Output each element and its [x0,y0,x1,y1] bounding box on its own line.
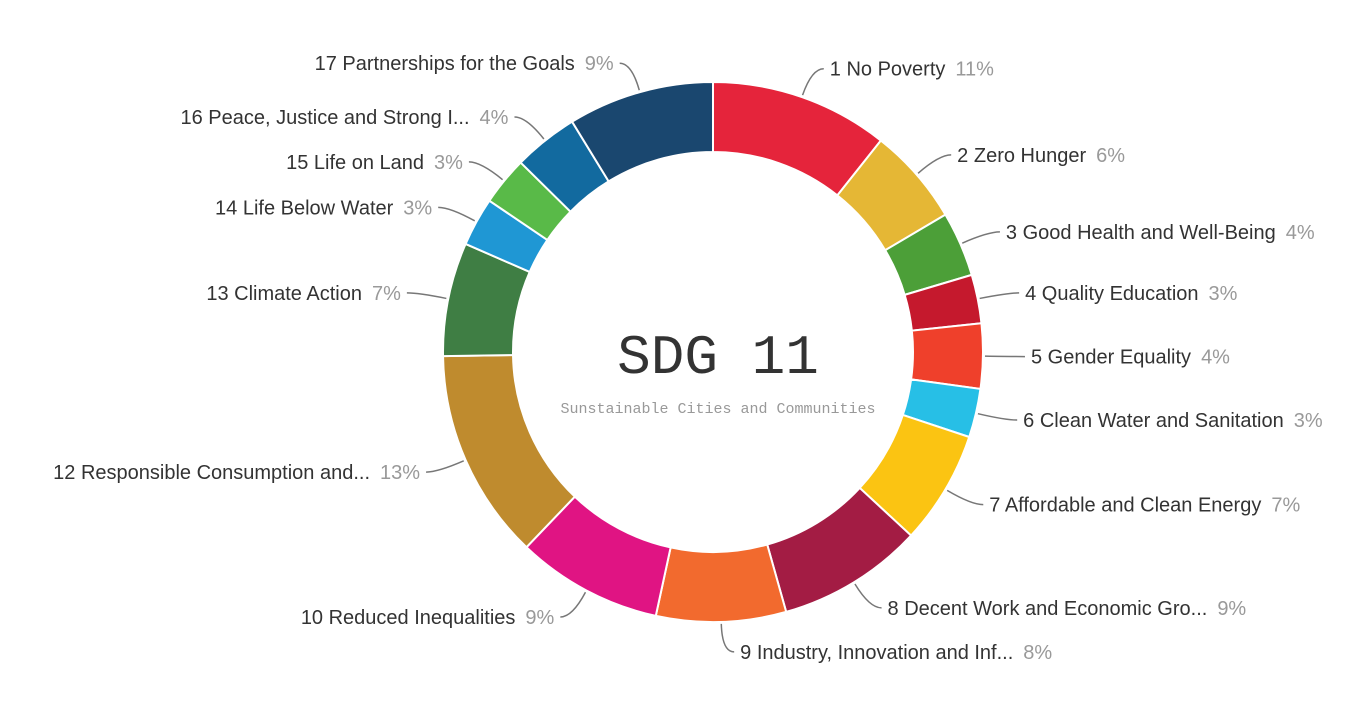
slice-label-percent: 9% [585,53,614,75]
slice-label: 8 Decent Work and Economic Gro... 9% [888,598,1247,620]
slice-12-responsible-consumption-and[interactable] [442,354,577,549]
slice-label: 5 Gender Equality 4% [1031,347,1230,369]
slice-label-name: 4 Quality Education [1025,283,1198,305]
slice-label-percent: 3% [434,152,463,174]
slice-label-name: 1 No Poverty [830,59,946,81]
slice-label-percent: 8% [1023,642,1052,664]
slice-label-percent: 9% [1217,598,1246,620]
slice-label-name: 3 Good Health and Well-Being [1006,222,1276,244]
slice-5-gender-equality[interactable] [909,322,984,391]
slice-label-percent: 3% [403,197,432,219]
donut-slices [442,80,984,623]
slice-label-name: 6 Clean Water and Sanitation [1023,410,1284,432]
leader-line [917,154,952,174]
slice-label-name: 16 Peace, Justice and Strong I... [180,107,469,129]
slice-label-percent: 4% [480,107,509,129]
leader-line [619,62,640,91]
slice-label-percent: 9% [525,607,554,629]
slice-label: 17 Partnerships for the Goals 9% [315,53,614,75]
slice-label-percent: 6% [1096,145,1125,167]
slice-label-name: 10 Reduced Inequalities [301,607,516,629]
leader-line [514,116,545,140]
slice-labels: 1 No Poverty 11% 2 Zero Hunger 6% 3 Good Hea… [53,53,1323,664]
slice-label: 6 Clean Water and Sanitation 3% [1023,410,1323,432]
leader-line [801,67,824,96]
slice-17-partnerships-for-the-goals[interactable] [570,80,714,183]
slice-label-percent: 13% [380,462,420,484]
slice-label: 1 No Poverty 11% [830,59,994,81]
slice-label-percent: 4% [1201,347,1230,369]
slice-label: 13 Climate Action 7% [206,283,401,305]
slice-label: 10 Reduced Inequalities 9% [301,607,555,629]
slice-label-name: 15 Life on Land [286,152,424,174]
slice-label-name: 12 Responsible Consumption and... [53,462,370,484]
slice-label: 2 Zero Hunger 6% [957,145,1125,167]
leader-line [406,292,447,300]
label-leader-lines [406,62,1025,653]
slice-label-name: 5 Gender Equality [1031,347,1191,369]
slice-label-percent: 7% [372,283,401,305]
slice-label-percent: 3% [1294,410,1323,432]
leader-line [720,623,735,653]
leader-line [977,412,1018,421]
slice-label: 4 Quality Education 3% [1025,283,1238,305]
slice-label-percent: 11% [955,59,994,81]
slice-label: 3 Good Health and Well-Being 4% [1006,222,1315,244]
leader-line [468,161,504,181]
center-title: SDG 11 [617,326,819,390]
slice-label: 14 Life Below Water 3% [215,197,432,219]
slice-label-percent: 4% [1286,222,1315,244]
leader-line [979,292,1020,300]
slice-label-name: 9 Industry, Innovation and Inf... [740,642,1013,664]
slice-label: 15 Life on Land 3% [286,152,463,174]
slice-label: 12 Responsible Consumption and... 13% [53,462,420,484]
slice-label-name: 2 Zero Hunger [957,145,1086,167]
slice-label-name: 7 Affordable and Clean Energy [989,495,1261,517]
slice-label-name: 17 Partnerships for the Goals [315,53,575,75]
slice-label-percent: 7% [1271,495,1300,517]
leader-line [854,583,882,609]
slice-label-name: 14 Life Below Water [215,197,394,219]
slice-label: 16 Peace, Justice and Strong I... 4% [180,107,508,129]
slice-label-name: 13 Climate Action [206,283,362,305]
leader-line [961,231,1000,244]
slice-label: 9 Industry, Innovation and Inf... 8% [740,642,1052,664]
leader-line [426,460,465,473]
slice-label-percent: 3% [1209,283,1238,305]
slice-label: 7 Affordable and Clean Energy 7% [989,495,1300,517]
slice-9-industry-innovation-and-inf[interactable] [654,543,788,623]
leader-line [560,591,587,618]
leader-line [438,206,476,222]
slice-label-name: 8 Decent Work and Economic Gro... [888,598,1208,620]
center-subtitle: Sunstainable Cities and Communities [560,401,875,418]
leader-line [946,489,984,506]
